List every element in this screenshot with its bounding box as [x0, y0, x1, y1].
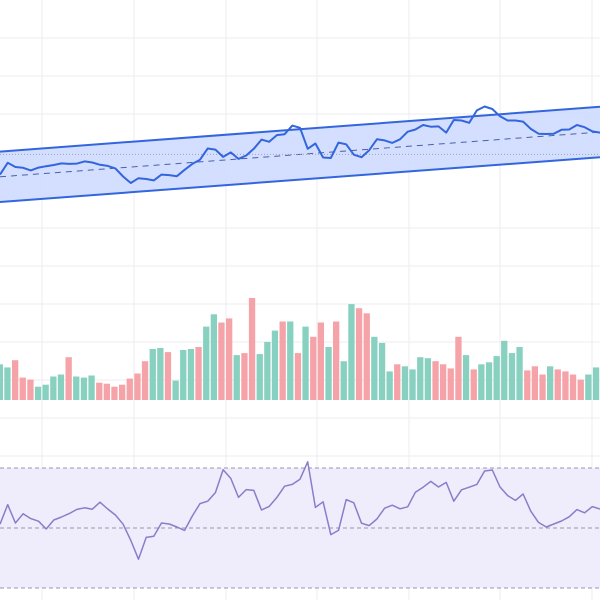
- volume-bar: [333, 321, 340, 400]
- volume-bar: [531, 366, 538, 400]
- volume-bar: [172, 380, 179, 400]
- volume-bar: [524, 370, 531, 400]
- volume-bar: [294, 353, 302, 400]
- volume-bar: [455, 336, 462, 400]
- volume-bar: [394, 364, 401, 400]
- volume-bar: [409, 369, 416, 400]
- volume-bar: [157, 348, 164, 400]
- volume-bar: [539, 374, 546, 400]
- volume-bar: [363, 313, 370, 400]
- volume-bar: [279, 321, 286, 400]
- volume-bar: [317, 322, 324, 400]
- volume-bar: [65, 357, 72, 400]
- volume-bar: [348, 304, 355, 400]
- volume-bar: [264, 341, 271, 400]
- volume-bar: [233, 355, 240, 400]
- volume-bar: [203, 326, 210, 400]
- volume-bar: [73, 376, 80, 400]
- volume-bar: [0, 364, 4, 400]
- volume-bar: [287, 321, 294, 400]
- volume-bar: [57, 374, 65, 400]
- volume-bar: [325, 347, 332, 400]
- volume-bar: [241, 353, 248, 400]
- volume-bar: [126, 378, 133, 400]
- volume-bar: [577, 379, 584, 400]
- volume-bar: [187, 349, 195, 400]
- volume-bar: [12, 360, 19, 400]
- volume-bar: [554, 369, 561, 400]
- volume-bar: [462, 355, 470, 400]
- volume-bar: [141, 361, 149, 400]
- volume-bar: [111, 386, 118, 400]
- volume-bar: [80, 377, 88, 400]
- volume-bar: [271, 330, 279, 400]
- volume-bar: [478, 364, 485, 400]
- volume-bar: [50, 376, 57, 400]
- volume-bar: [149, 349, 156, 400]
- volume-bar: [42, 384, 49, 400]
- volume-bar: [424, 358, 431, 400]
- volume-bar: [218, 322, 225, 400]
- volume-bar: [417, 357, 424, 400]
- volume-bar: [4, 367, 11, 400]
- volume-bar: [19, 377, 26, 400]
- price-panel: [0, 105, 600, 203]
- volume-bar: [355, 308, 363, 400]
- volume-bar: [562, 371, 569, 400]
- volume-bar: [34, 386, 42, 400]
- volume-bar: [508, 353, 516, 400]
- price-series-line: [0, 105, 600, 184]
- volume-bar: [470, 369, 477, 400]
- volume-bar: [432, 361, 439, 400]
- volume-bar: [119, 384, 126, 400]
- volume-bar: [516, 347, 523, 400]
- volume-bar: [134, 373, 141, 400]
- volume-bar: [401, 366, 409, 400]
- volume-bar: [256, 354, 263, 400]
- volume-bar: [440, 364, 447, 400]
- volume-bar: [302, 326, 309, 400]
- volume-bar: [96, 382, 103, 400]
- volume-bar: [164, 352, 172, 400]
- volume-bar: [195, 347, 202, 400]
- volume-bar: [371, 336, 378, 400]
- oscillator-band: [0, 468, 600, 588]
- volume-bar: [180, 350, 187, 400]
- volume-bar: [585, 374, 592, 400]
- volume-bar: [386, 371, 393, 400]
- oscillator-panel: [0, 461, 600, 589]
- channel-lower-line: [0, 156, 600, 203]
- volume-bar: [310, 336, 317, 400]
- volume-bar: [27, 379, 34, 400]
- volume-bar: [447, 368, 454, 400]
- volume-bar: [501, 340, 508, 400]
- volume-bar: [226, 318, 233, 400]
- oscillator-series-line: [0, 461, 600, 560]
- volume-bar: [103, 383, 110, 400]
- volume-bar: [88, 375, 95, 400]
- volume-bar: [592, 367, 600, 400]
- volume-bar: [248, 298, 256, 400]
- volume-bar: [485, 362, 493, 400]
- volume-bar: [340, 361, 347, 400]
- volume-bar: [210, 314, 217, 400]
- volume-panel: [0, 298, 600, 400]
- volume-bar: [569, 374, 577, 400]
- volume-bar: [493, 356, 500, 400]
- volume-bar: [378, 342, 386, 400]
- volume-bar: [547, 366, 554, 400]
